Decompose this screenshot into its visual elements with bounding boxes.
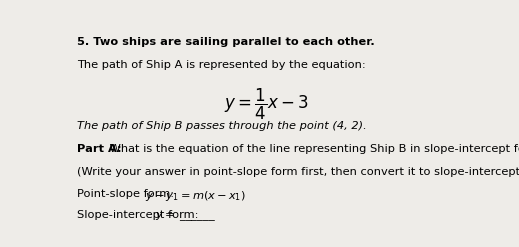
Text: Part A:: Part A: xyxy=(77,144,121,154)
Text: $y = \dfrac{1}{4}x - 3$: $y = \dfrac{1}{4}x - 3$ xyxy=(224,87,308,122)
Text: The path of Ship A is represented by the equation:: The path of Ship A is represented by the… xyxy=(77,60,366,70)
Text: Point-slope form:: Point-slope form: xyxy=(77,189,177,199)
Text: $y =$ ______: $y =$ ______ xyxy=(155,210,216,223)
Text: What is the equation of the line representing Ship B in slope-intercept form?: What is the equation of the line represe… xyxy=(106,144,519,154)
Text: (Write your answer in point-slope form first, then convert it to slope-intercept: (Write your answer in point-slope form f… xyxy=(77,166,519,177)
Text: The path of Ship B passes through the point (4, 2).: The path of Ship B passes through the po… xyxy=(77,121,367,131)
Text: Slope-intercept form:: Slope-intercept form: xyxy=(77,210,202,220)
Text: 5. Two ships are sailing parallel to each other.: 5. Two ships are sailing parallel to eac… xyxy=(77,37,375,47)
Text: $y - y_1 = m(x - x_1)$: $y - y_1 = m(x - x_1)$ xyxy=(144,189,245,203)
